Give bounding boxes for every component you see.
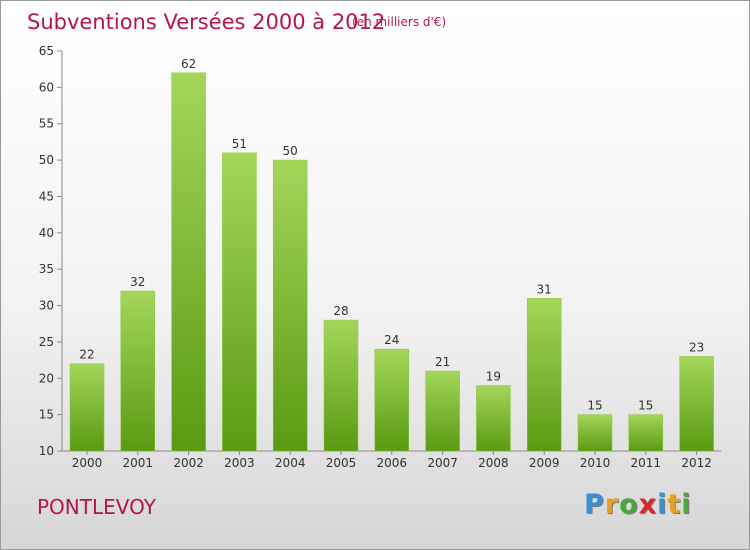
x-tick-label-2012: 2012 [681,456,712,470]
bar-2004 [272,159,308,452]
bar-2008 [476,385,511,452]
bars: 22 32 62 51 50 28 24 21 19 31 15 15 23 [69,57,714,452]
logo-letter: r [604,489,620,520]
y-tick-label: 45 [39,189,54,203]
x-tick-label-2007: 2007 [427,456,458,470]
bar-2003 [222,152,257,452]
bar-2012 [679,356,714,452]
y-tick-label: 50 [39,153,54,167]
data-label-2006: 24 [384,333,399,347]
y-tick-label: 20 [39,371,54,385]
x-tick-label-2005: 2005 [326,456,357,470]
bar-2005 [323,319,359,452]
logo-letter: P [584,489,605,520]
x-tick-label-2006: 2006 [377,456,408,470]
data-label-2007: 21 [435,355,450,369]
x-tick-label-2008: 2008 [478,456,509,470]
x-tick-label-2009: 2009 [529,456,560,470]
bar-2001 [120,290,156,452]
x-tick-label-2011: 2011 [631,456,662,470]
y-tick-label: 60 [39,80,54,94]
x-tick-label-2002: 2002 [173,456,204,470]
chart-title: Subventions Versées 2000 à 2012 [27,10,386,34]
data-label-2008: 19 [486,370,501,384]
y-tick-label: 65 [39,44,54,58]
bar-2002 [171,72,206,452]
data-label-2012: 23 [689,340,704,354]
bar-2006 [374,348,410,452]
data-label-2001: 32 [130,275,145,289]
x-tick-label-2004: 2004 [275,456,306,470]
logo-letter: i [681,489,692,520]
logo-letter: o [619,489,639,520]
x-tick-label-2000: 2000 [72,456,103,470]
x-tick-label-2010: 2010 [580,456,611,470]
bar-2007 [425,370,460,452]
data-label-2010: 15 [587,399,602,413]
data-label-2003: 51 [232,137,247,151]
logo-letter: i [657,489,668,520]
logo-letter: t [667,489,682,520]
chart-subtitle: (en milliers d'€) [352,15,447,29]
y-tick-label: 35 [39,262,54,276]
bar-2011 [628,414,664,452]
data-label-2000: 22 [79,348,94,362]
data-label-2009: 31 [537,282,552,296]
y-tick-label: 30 [39,299,54,313]
bar-2009 [526,298,562,452]
bar-2000 [69,363,105,452]
proxiti-logo[interactable]: Proxiti [584,489,692,520]
data-label-2011: 15 [638,399,653,413]
y-tick-label: 25 [39,335,54,349]
y-tick-label: 55 [39,117,54,131]
x-tick-label-2001: 2001 [123,456,154,470]
y-tick-label: 10 [39,444,54,458]
axes: 10 15 20 25 30 35 40 45 50 55 60 65 2000 2001 2002 2003… [39,44,721,470]
data-label-2002: 62 [181,57,196,71]
data-label-2005: 28 [333,304,348,318]
place-name: PONTLEVOY [37,495,156,519]
y-tick-label: 15 [39,408,54,422]
y-tick-label: 40 [39,226,54,240]
data-label-2004: 50 [283,144,298,158]
bar-2010 [577,414,613,452]
x-tick-label-2003: 2003 [224,456,255,470]
logo-letter: x [638,489,658,520]
